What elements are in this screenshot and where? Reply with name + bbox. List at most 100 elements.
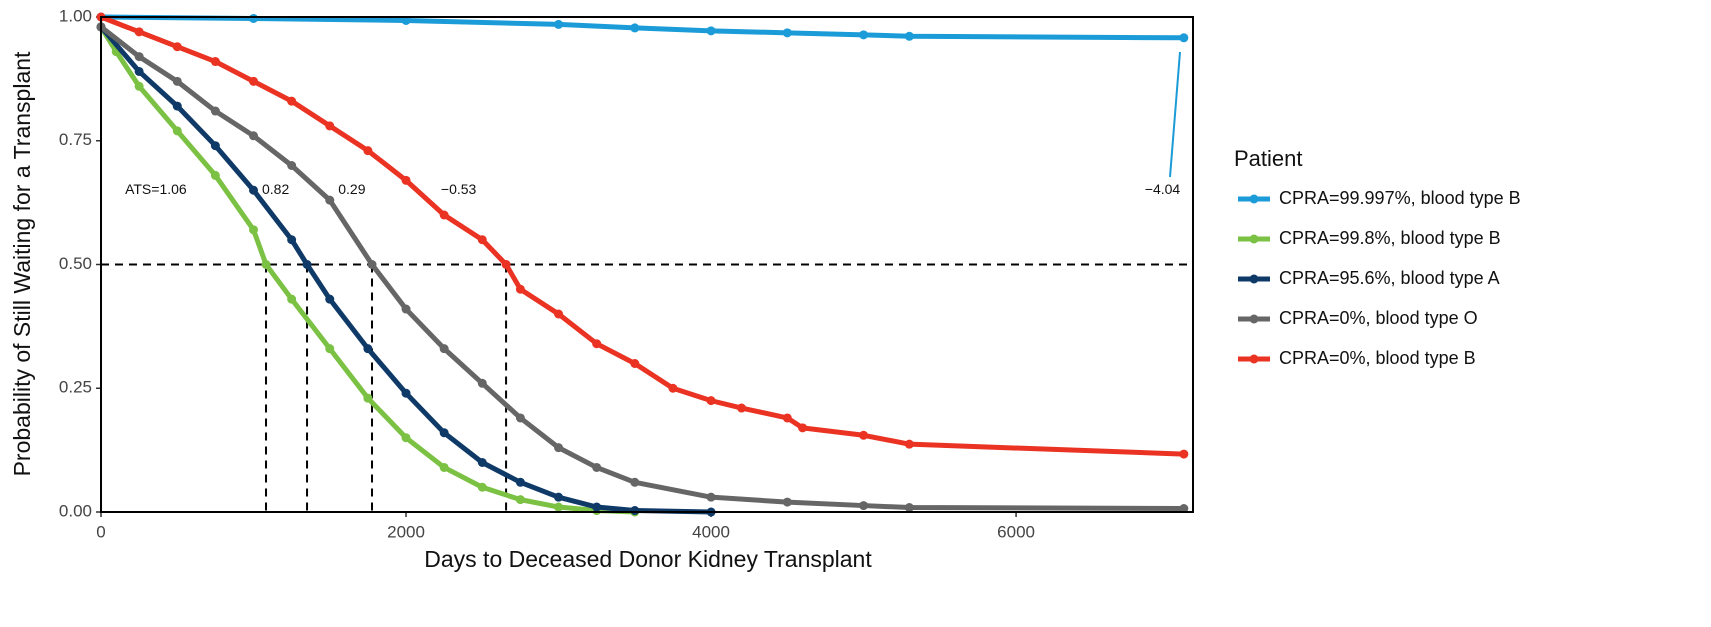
series-point	[592, 339, 602, 349]
annotation: −4.04	[1145, 181, 1181, 197]
legend-swatch-point	[1249, 354, 1259, 364]
series-point	[134, 81, 144, 91]
series-point	[439, 344, 449, 354]
series-point	[706, 26, 716, 36]
series-point	[630, 506, 640, 516]
series-point	[477, 458, 487, 467]
series-point	[904, 439, 914, 449]
series-point	[210, 106, 220, 116]
legend-swatch-point	[1249, 234, 1259, 244]
series-point	[798, 423, 808, 433]
series-point	[287, 161, 297, 170]
y-tick-label: 0.75	[59, 130, 92, 149]
y-axis-title: Probability of Still Waiting for a Trans…	[9, 51, 35, 476]
series-point	[401, 304, 411, 314]
series-point	[401, 388, 411, 398]
series-point	[904, 31, 914, 41]
series-point	[477, 482, 487, 492]
y-tick-label: 0.25	[59, 378, 92, 397]
series-point	[630, 23, 640, 33]
series-point	[554, 443, 564, 453]
x-tick-label: 6000	[997, 522, 1035, 541]
annotation: 0.29	[338, 181, 365, 197]
series-point	[261, 260, 271, 269]
series-line	[98, 25, 635, 515]
x-tick-label: 2000	[387, 522, 425, 541]
series-point	[249, 13, 259, 23]
legend-label: CPRA=99.8%, blood type B	[1279, 228, 1501, 248]
series-point	[172, 101, 182, 111]
series-point	[515, 495, 525, 505]
series-point	[249, 131, 259, 141]
series-point	[325, 195, 335, 205]
series-point	[515, 284, 525, 294]
series-point	[782, 28, 792, 38]
series-point	[668, 383, 678, 393]
series-point	[134, 27, 144, 37]
series-point	[134, 66, 144, 76]
series-point	[325, 121, 335, 131]
series-point	[904, 503, 914, 513]
series-point	[859, 501, 869, 511]
y-tick-label: 0.50	[59, 254, 92, 273]
legend-swatch-point	[1249, 194, 1259, 204]
series-point	[477, 378, 487, 388]
series-point	[554, 492, 564, 502]
annotation-leader	[1169, 51, 1181, 178]
series-point	[287, 235, 297, 245]
series-point	[367, 260, 377, 269]
series-point	[439, 428, 449, 438]
series-point	[515, 477, 525, 487]
series-point	[172, 126, 182, 136]
series-point	[737, 403, 747, 413]
series-point	[554, 502, 564, 512]
series-point	[249, 185, 259, 195]
plot-frame	[100, 16, 1194, 513]
series-point	[210, 170, 220, 180]
series-point	[287, 96, 297, 106]
x-axis-title: Days to Deceased Donor Kidney Transplant	[424, 546, 872, 572]
series-point	[859, 30, 869, 40]
series-point	[172, 42, 182, 52]
series-point	[554, 19, 564, 29]
legend-label: CPRA=99.997%, blood type B	[1279, 188, 1521, 208]
series-point	[592, 462, 602, 472]
series-point	[249, 76, 259, 86]
series-point	[439, 210, 449, 220]
series-point	[439, 462, 449, 472]
annotation: −0.53	[441, 181, 477, 197]
series-line	[100, 14, 1184, 41]
series-point	[363, 393, 373, 403]
x-tick-label: 4000	[692, 522, 730, 541]
series-point	[1179, 504, 1189, 514]
legend-title: Patient	[1234, 146, 1303, 171]
series-point	[706, 492, 716, 502]
series-line	[99, 24, 1184, 512]
series-point	[210, 141, 220, 151]
legend-label: CPRA=0%, blood type B	[1279, 348, 1476, 368]
series-point	[477, 235, 487, 245]
legend-swatch-point	[1249, 314, 1259, 324]
series-point	[134, 52, 144, 62]
series-point	[363, 146, 373, 156]
series-point	[287, 294, 297, 304]
series-point	[554, 309, 564, 319]
series-point	[1179, 449, 1189, 459]
y-tick-label: 1.00	[59, 6, 92, 25]
series-point	[782, 413, 792, 423]
series-point	[592, 502, 602, 512]
legend-label: CPRA=95.6%, blood type A	[1279, 268, 1500, 288]
legend-swatch-point	[1249, 274, 1259, 284]
y-tick-label: 0.00	[59, 501, 92, 520]
annotation: 0.82	[262, 181, 289, 197]
x-tick-label: 0	[96, 522, 105, 541]
series-point	[515, 413, 525, 423]
series-line	[100, 14, 1184, 457]
series-point	[1179, 33, 1189, 43]
annotation: ATS=1.06	[125, 181, 187, 197]
series-point	[210, 57, 220, 67]
series-point	[302, 260, 312, 269]
series-point	[782, 497, 792, 507]
series-point	[501, 260, 511, 269]
